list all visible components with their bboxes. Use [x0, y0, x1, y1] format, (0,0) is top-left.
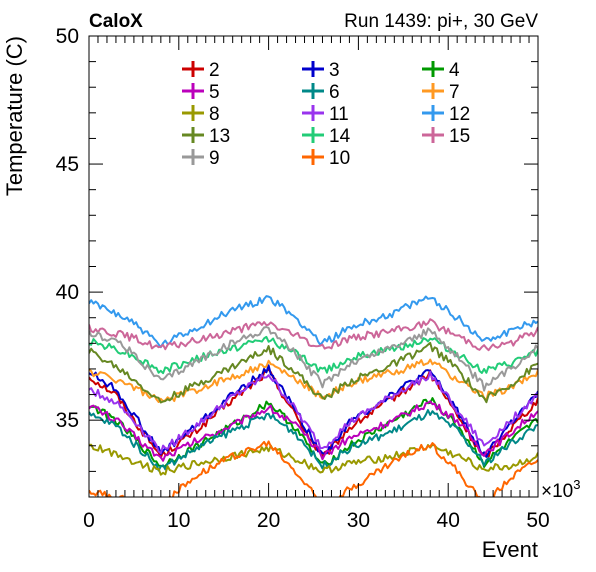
legend-entry-7: 7	[422, 82, 460, 103]
legend-entry-5: 5	[182, 82, 220, 103]
legend-entry-2: 2	[182, 60, 220, 81]
series-line-15	[89, 318, 538, 352]
series-layer	[89, 295, 538, 497]
series-line-3	[89, 364, 538, 458]
legend-entry-6: 6	[302, 82, 340, 103]
legend-entry-12: 12	[422, 104, 470, 125]
series-line-7	[89, 358, 538, 403]
legend-label: 4	[449, 60, 460, 81]
x-tick-label: 0	[83, 509, 95, 532]
x-axis-multiplier-base: ×10	[541, 481, 573, 502]
series-line-5	[89, 400, 538, 462]
x-tick-label: 40	[437, 509, 460, 532]
chart-title-right: Run 1439: pi+, 30 GeV	[344, 11, 538, 32]
legend-entry-11: 11	[302, 104, 349, 125]
x-axis-multiplier: ×103	[541, 477, 580, 502]
y-tick-label: 50	[56, 25, 79, 48]
legend-label: 7	[449, 82, 460, 103]
series-line-12	[89, 295, 538, 349]
series-line-14	[89, 335, 538, 375]
series-line-6	[89, 409, 538, 472]
legend-entry-3: 3	[302, 60, 340, 81]
series-line-9	[89, 326, 538, 392]
legend-label: 11	[329, 104, 349, 125]
legend-label: 2	[209, 60, 220, 81]
legend-label: 12	[449, 104, 470, 125]
legend-entry-14: 14	[302, 126, 351, 147]
legend-entry-13: 13	[182, 126, 230, 147]
legend-label: 14	[329, 126, 351, 147]
legend-label: 15	[449, 126, 470, 147]
legend-entry-4: 4	[422, 60, 460, 81]
y-axis-label: Temperature (C)	[2, 36, 27, 196]
legend: 2 3 4 5 6 7 8 11 12 13 14 15 9 10	[182, 60, 470, 169]
series-line-13	[89, 341, 538, 404]
legend-label: 8	[209, 104, 220, 125]
y-tick-label: 40	[56, 281, 79, 304]
legend-label: 3	[329, 60, 340, 81]
x-axis-label: Event	[482, 537, 538, 562]
x-tick-label: 20	[257, 509, 280, 532]
legend-label: 9	[209, 148, 220, 169]
series-line-8	[89, 443, 538, 476]
legend-label: 13	[209, 126, 230, 147]
x-tick-label: 30	[347, 509, 370, 532]
legend-entry-10: 10	[302, 148, 350, 169]
legend-label: 6	[329, 82, 340, 103]
legend-entry-15: 15	[422, 126, 470, 147]
y-tick-label: 45	[56, 153, 79, 176]
y-tick-label: 35	[56, 409, 79, 432]
legend-entry-9: 9	[182, 148, 220, 169]
legend-label: 10	[329, 148, 350, 169]
chart-title-left: CaloX	[89, 11, 143, 32]
series-line-11	[89, 370, 538, 455]
x-tick-label: 10	[167, 509, 190, 532]
x-axis-multiplier-exponent: 3	[573, 477, 580, 492]
legend-label: 5	[209, 82, 220, 103]
x-tick-label: 50	[526, 509, 549, 532]
legend-entry-8: 8	[182, 104, 220, 125]
